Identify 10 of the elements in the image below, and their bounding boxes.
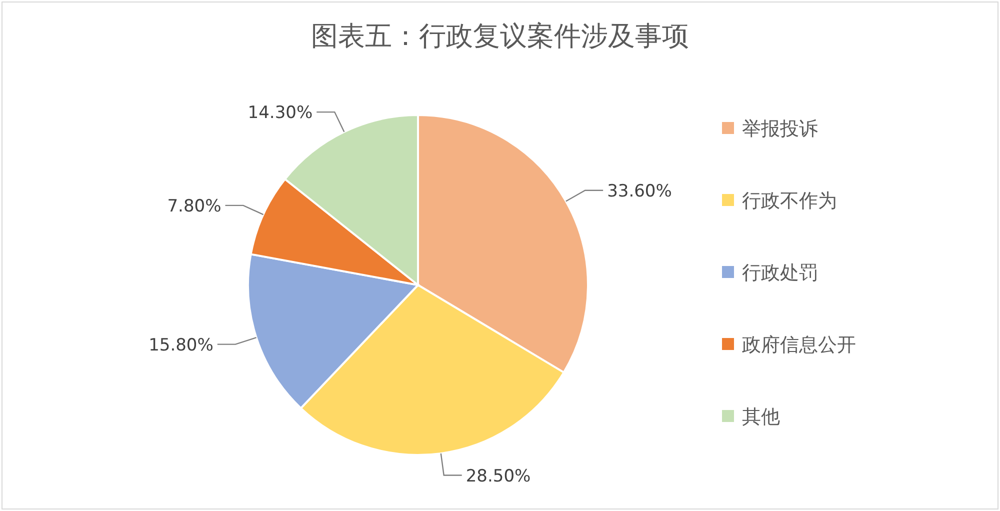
legend-label: 其他 [742,406,780,428]
chart-title: 图表五：行政复议案件涉及事项 [311,21,689,52]
data-label: 14.30% [248,103,313,124]
data-label: 7.80% [167,196,222,216]
data-label: 33.60% [607,181,672,202]
legend-label: 举报投诉 [742,118,818,140]
data-label: 28.50% [466,466,531,486]
legend-label: 行政不作为 [742,190,837,212]
legend-label: 行政处罚 [742,262,818,284]
data-label: 15.80% [148,335,214,356]
